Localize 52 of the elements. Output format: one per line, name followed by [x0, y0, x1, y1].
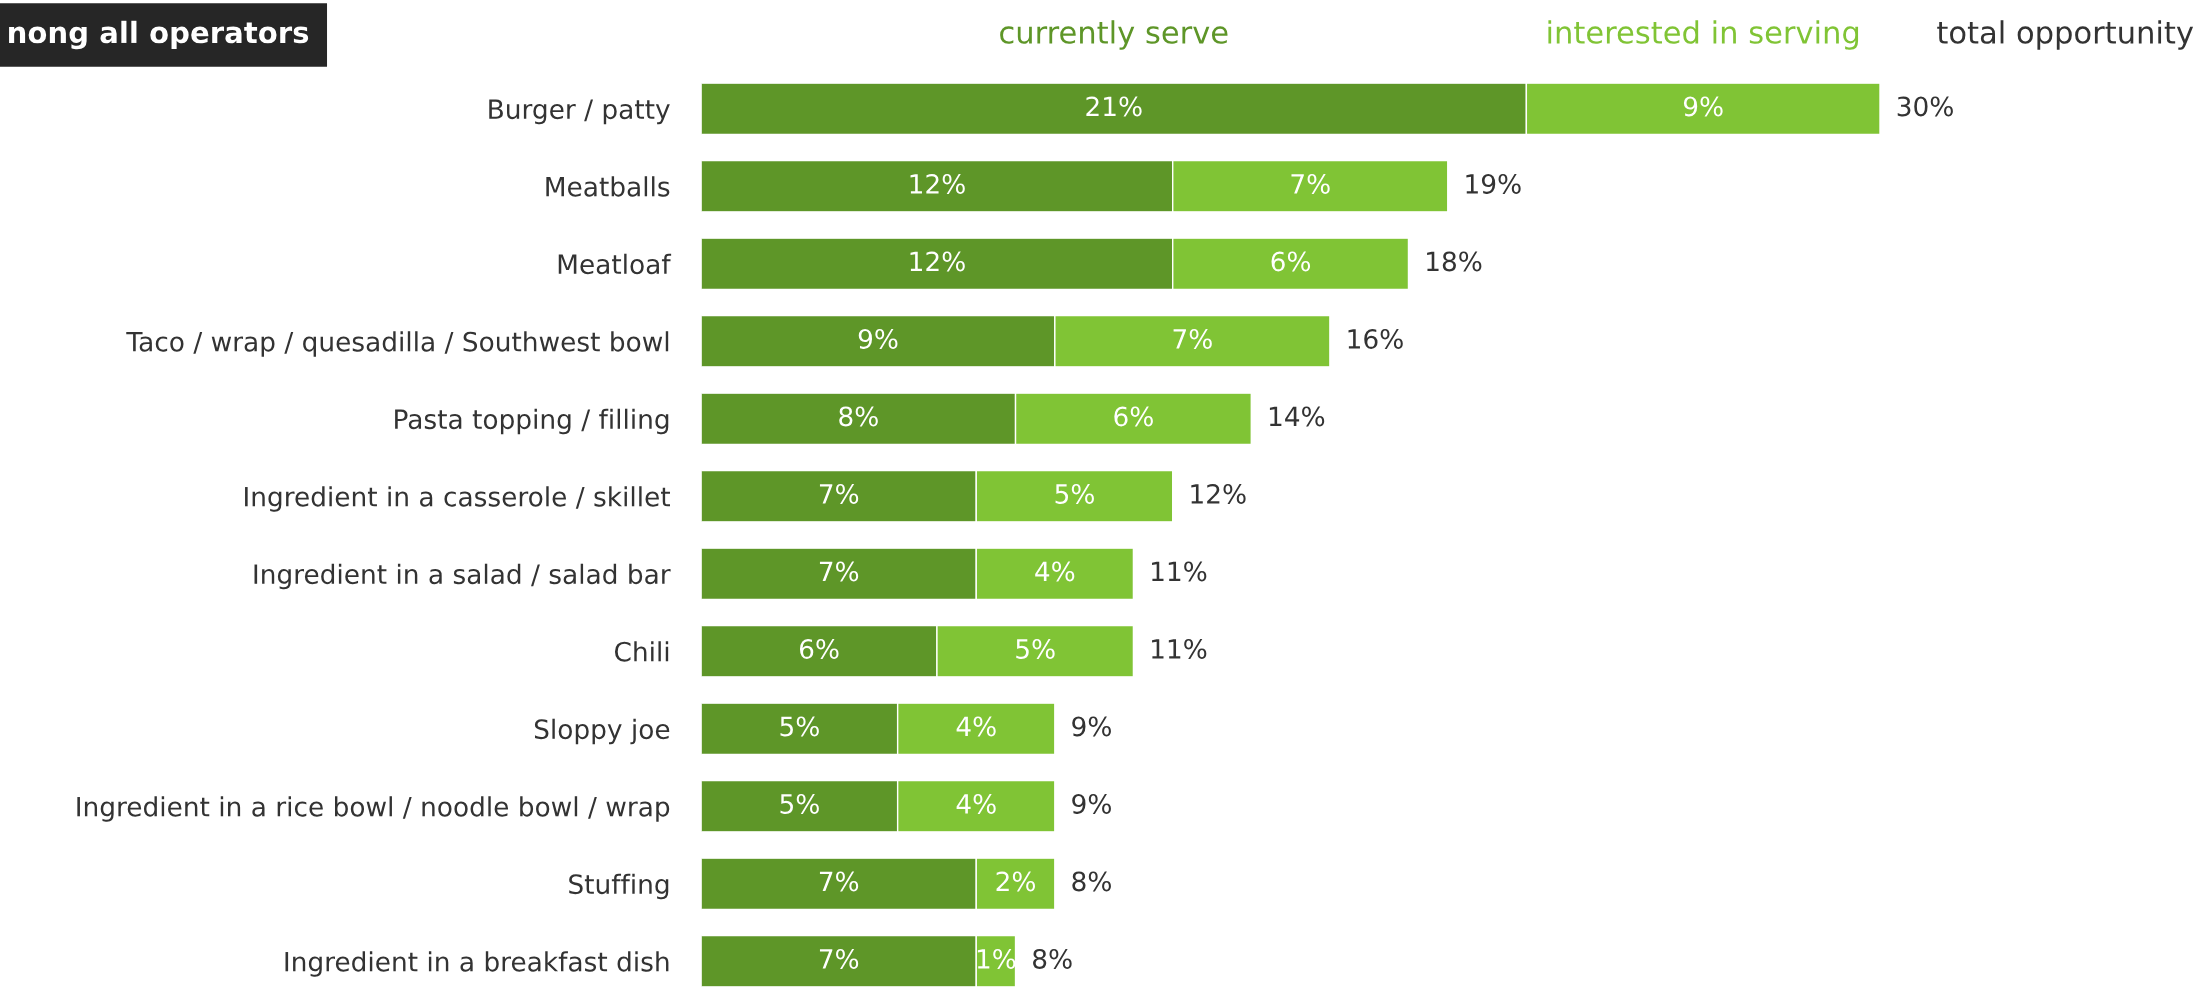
total-label: 18%	[1427, 251, 1482, 272]
data-label: 5%	[1055, 483, 1094, 504]
y-tick-label: Sloppy joe	[534, 718, 670, 745]
data-label: 21%	[1086, 96, 1142, 117]
y-tick-label: Stuffing	[569, 873, 669, 900]
text: total opportunity	[1937, 20, 2194, 50]
total-label: 16%	[1348, 328, 1403, 349]
data-label: 7%	[1173, 328, 1212, 349]
total-label: 30%	[1897, 96, 1953, 117]
y-tick-label: Taco / wrap / quesadilla / Southwest bowl	[126, 331, 669, 357]
data-label: 2%	[996, 871, 1036, 892]
y-tick-label: Meatballs	[546, 176, 670, 197]
data-label: 4%	[1035, 561, 1075, 582]
total-label: 8%	[1072, 871, 1111, 892]
data-label: 7%	[819, 561, 859, 582]
data-label: 12%	[910, 173, 965, 194]
series-label: currently serve	[1000, 20, 1228, 50]
total-label: 8%	[1033, 948, 1072, 969]
total-label: 12%	[1191, 483, 1246, 504]
data-label: 7%	[819, 483, 859, 504]
data-label: 6%	[799, 638, 839, 659]
y-tick-label: Ingredient in a salad / salad bar	[254, 563, 671, 590]
data-label: 6%	[1114, 406, 1153, 427]
data-label: 5%	[780, 793, 819, 814]
series-label: interested in serving	[1548, 20, 1859, 50]
data-label: 5%	[1016, 638, 1055, 659]
total-label: 19%	[1466, 173, 1521, 194]
data-label: 12%	[910, 251, 965, 272]
y-tick-label: Ingredient in a rice bowl / noodle bowl / wrap	[77, 796, 670, 822]
data-label: 4%	[956, 793, 996, 814]
data-label: 5%	[780, 716, 819, 737]
data-label: 1%	[977, 948, 1016, 969]
data-label: 7%	[1291, 173, 1330, 194]
y-tick-label: Ingredient in a casserole / skillet	[245, 486, 671, 512]
total-label: 9%	[1072, 793, 1111, 814]
total-label: 11%	[1152, 638, 1207, 659]
y-tick-label: Chili	[614, 641, 669, 662]
data-label: 9%	[858, 328, 898, 349]
y-tick-label: Pasta topping / filling	[395, 408, 669, 435]
total-label: 11%	[1152, 561, 1207, 582]
data-label: 8%	[839, 406, 878, 427]
y-tick-label: Meatloaf	[558, 253, 672, 275]
y-tick-label: Burger / patty	[489, 99, 670, 125]
y-tick-label: Ingredient in a breakfast dish	[285, 951, 669, 977]
data-label: 4%	[956, 716, 996, 737]
text: nong all operators	[9, 20, 309, 50]
data-label: 9%	[1683, 96, 1723, 117]
data-label: 7%	[819, 948, 859, 969]
total-label: 9%	[1072, 716, 1111, 737]
total-label: 14%	[1269, 406, 1325, 427]
data-label: 7%	[819, 871, 859, 892]
data-label: 6%	[1271, 251, 1311, 272]
